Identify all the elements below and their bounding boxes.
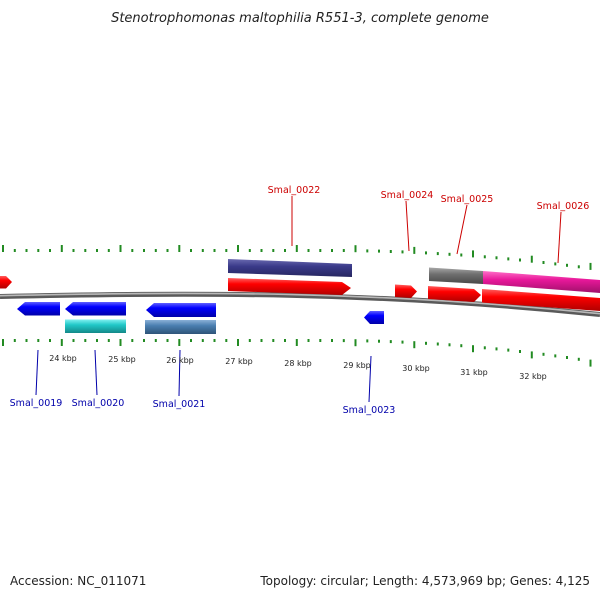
leader-smal-0025	[456, 204, 468, 255]
gene-label-smal-0023: Smal_0023	[343, 405, 396, 416]
gene-label-smal-0025: Smal_0025	[441, 194, 494, 205]
leader-smal-0024	[405, 200, 410, 252]
gene-arrow-smal-0026	[482, 289, 600, 311]
tick-label-27: 27 kbp	[225, 357, 253, 366]
tick-label-26: 26 kbp	[166, 356, 194, 365]
gene-arrow-smal-0024	[395, 284, 417, 298]
gene-arrow-smal-0019	[17, 302, 60, 316]
gene-label-smal-0021: Smal_0021	[153, 399, 206, 410]
gene-arrow-smal-0022	[228, 278, 351, 295]
gene-arrow-smal-0023	[364, 311, 384, 324]
leader-smal-0023	[368, 355, 372, 403]
tick-label-group: 24 kbp 25 kbp 26 kbp 27 kbp 28 kbp 29 kb…	[49, 354, 547, 381]
gene-label-smal-0026: Smal_0026	[537, 201, 590, 212]
tick-label-29: 29 kbp	[343, 361, 371, 370]
tick-label-32: 32 kbp	[519, 372, 547, 381]
genome-summary-text: Topology: circular; Length: 4,573,969 bp…	[259, 574, 590, 588]
genome-backbone-highlight	[0, 292, 600, 315]
feature-gray	[429, 267, 483, 284]
map-title: Stenotrophomonas maltophilia R551-3, com…	[111, 11, 489, 26]
tick-row-top	[2, 245, 592, 270]
tick-label-31: 31 kbp	[460, 368, 488, 377]
gene-label-smal-0022: Smal_0022	[268, 185, 321, 196]
feature-steelblue	[145, 320, 216, 334]
gene-label-smal-0020: Smal_0020	[72, 398, 125, 409]
accession-text: Accession: NC_011071	[10, 574, 146, 588]
leader-smal-0020	[94, 349, 98, 396]
gene-label-group-forward: Smal_0022 Smal_0024 Smal_0025 Smal_0026	[268, 185, 590, 264]
gene-arrow-smal-0021	[146, 303, 216, 317]
leader-smal-0026	[557, 211, 562, 264]
gene-arrow-smal-0020	[65, 302, 126, 316]
gene-arrow-smal-0025	[428, 286, 481, 302]
leader-smal-0021	[178, 349, 181, 397]
gene-label-group-reverse: Smal_0019 Smal_0020 Smal_0021 Smal_0023	[10, 349, 396, 416]
tick-label-30: 30 kbp	[402, 364, 430, 373]
gene-label-smal-0024: Smal_0024	[381, 190, 434, 201]
tick-row-bottom	[2, 339, 592, 367]
gene-label-smal-0019: Smal_0019	[10, 398, 63, 409]
feature-navy	[228, 259, 352, 277]
gene-arrow-partial-left	[0, 276, 12, 289]
tick-label-24: 24 kbp	[49, 354, 77, 363]
feature-magenta	[483, 271, 600, 293]
tick-label-25: 25 kbp	[108, 355, 136, 364]
feature-cyan	[65, 319, 126, 333]
leader-smal-0019	[35, 349, 39, 396]
tick-label-28: 28 kbp	[284, 359, 312, 368]
